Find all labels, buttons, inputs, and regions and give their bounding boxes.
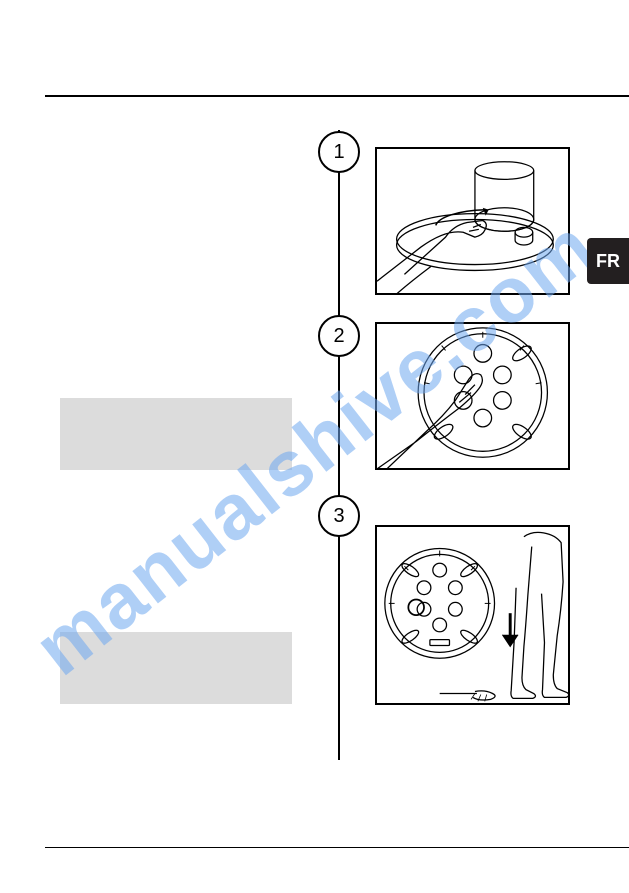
drawing-disc-person-brush xyxy=(377,527,568,703)
step-number: 3 xyxy=(333,505,344,528)
step-node-3: 3 xyxy=(318,495,360,537)
manual-page: FR manualshive.com 1 2 3 xyxy=(0,0,629,893)
language-tab: FR xyxy=(587,238,629,284)
step-node-1: 1 xyxy=(318,131,360,173)
note-block-step-2 xyxy=(60,398,292,470)
bottom-rule xyxy=(45,847,629,848)
drawing-finger-disc xyxy=(377,324,568,469)
step-number: 1 xyxy=(333,141,344,164)
language-tab-label: FR xyxy=(596,251,620,272)
step-node-2: 2 xyxy=(318,315,360,357)
top-rule xyxy=(45,95,629,97)
step-timeline xyxy=(338,130,340,760)
step-number: 2 xyxy=(333,325,344,348)
figure-step-3 xyxy=(375,525,570,705)
drawing-hand-device xyxy=(377,149,568,294)
figure-step-2 xyxy=(375,322,570,470)
note-block-step-3 xyxy=(60,632,292,704)
figure-step-1 xyxy=(375,147,570,295)
